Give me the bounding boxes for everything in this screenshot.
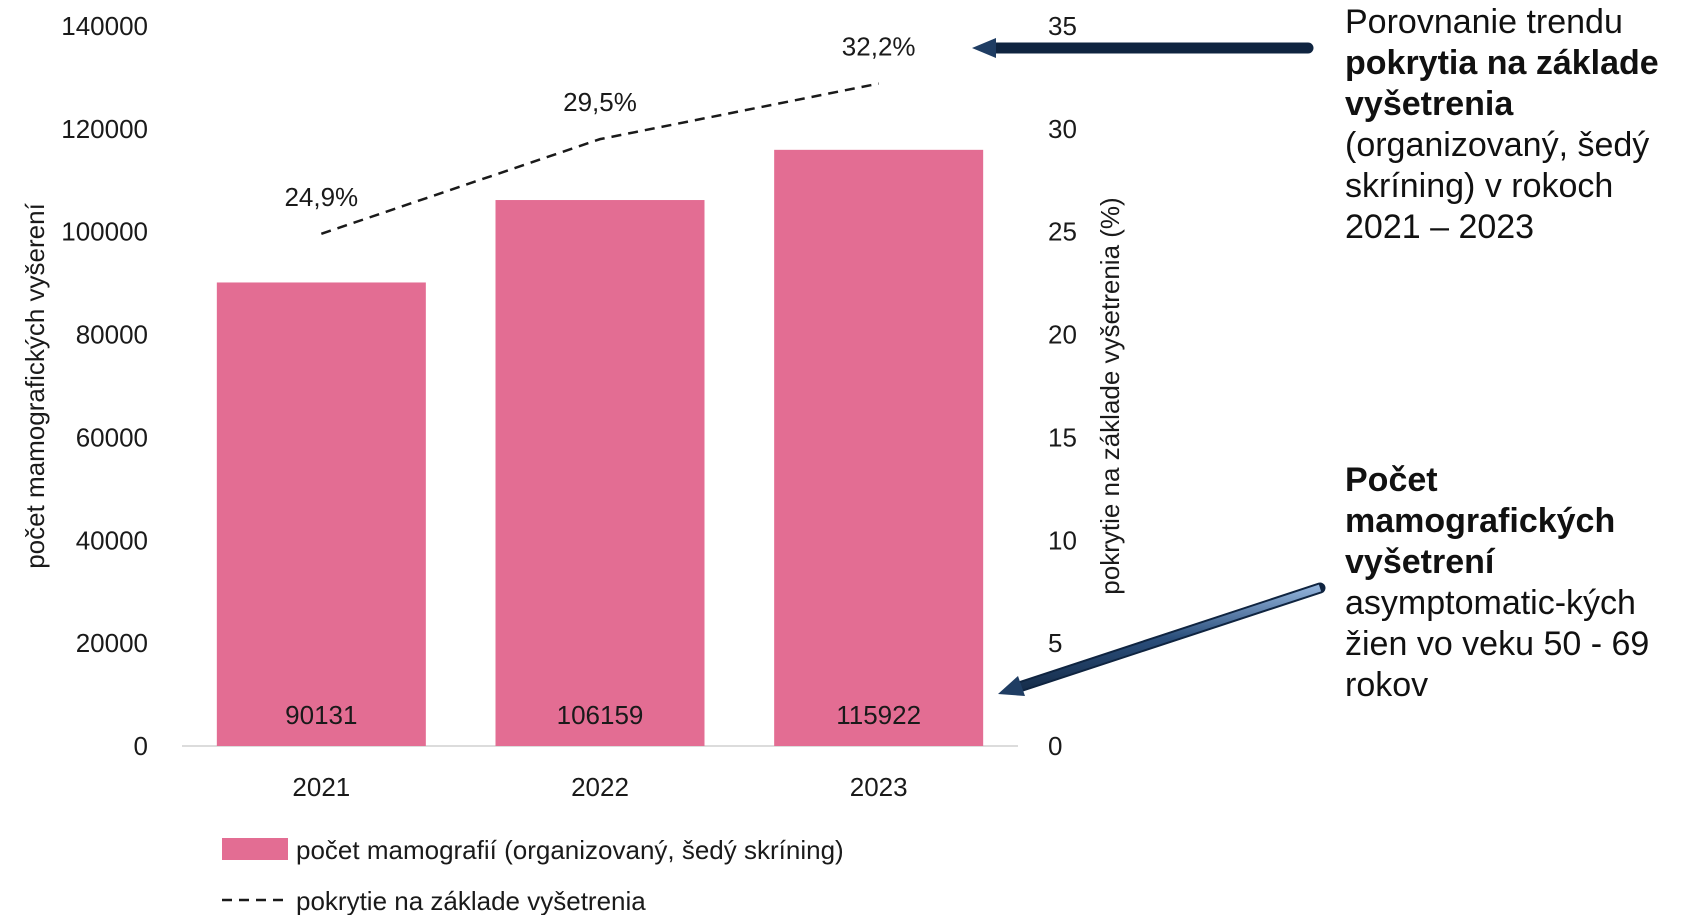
count-annotation-tail: asymptomatic-kých žien vo veku 50 - 69 r… <box>1345 584 1650 704</box>
y-tick-label: 120000 <box>61 114 148 144</box>
bar <box>216 282 426 746</box>
line-data-label: 24,9% <box>284 182 358 212</box>
coverage-annotation-tail: (organizovaný, šedý skríning) v rokoch 2… <box>1345 126 1650 246</box>
y2-tick-label: 35 <box>1048 11 1077 41</box>
y2-tick-label: 30 <box>1048 114 1077 144</box>
line-data-label: 32,2% <box>842 32 916 62</box>
y2-tick-label: 15 <box>1048 422 1077 452</box>
coverage-annotation: Porovnanie trendu pokrytia na základe vy… <box>1345 2 1690 248</box>
count-annotation-bold: Počet mamografických vyšetrení <box>1345 461 1616 581</box>
y-tick-label: 60000 <box>76 422 148 452</box>
coverage-annotation-lead: Porovnanie trendu <box>1345 3 1623 41</box>
legend-bar-label: počet mamografií (organizovaný, šedý skr… <box>296 835 844 865</box>
arrow-to-coverage-line <box>972 38 1314 58</box>
y2-tick-label: 0 <box>1048 731 1062 761</box>
x-tick-label: 2021 <box>292 772 350 802</box>
y-tick-label: 100000 <box>61 217 148 247</box>
x-tick-label: 2022 <box>571 772 629 802</box>
x-tick-label: 2023 <box>850 772 908 802</box>
y-tick-label: 0 <box>134 731 148 761</box>
legend-bar-swatch <box>222 838 288 860</box>
y2-tick-label: 25 <box>1048 217 1077 247</box>
y2-axis-title: pokrytie na základe vyšetrenia (%) <box>1095 197 1125 594</box>
legend-line-label: pokrytie na základe vyšetrenia <box>296 886 646 915</box>
y2-tick-label: 5 <box>1048 628 1062 658</box>
y-tick-label: 40000 <box>76 525 148 555</box>
y2-tick-label: 20 <box>1048 320 1077 350</box>
bar-data-label: 115922 <box>836 700 921 730</box>
bar <box>495 200 705 746</box>
bar-data-label: 90131 <box>285 700 357 730</box>
coverage-annotation-bold: pokrytia na základe vyšetrenia <box>1345 44 1659 123</box>
line-data-label: 29,5% <box>563 87 637 117</box>
y-tick-label: 140000 <box>61 11 148 41</box>
arrow-to-bars <box>998 582 1326 696</box>
bar-data-label: 106159 <box>557 700 644 730</box>
count-annotation: Počet mamografických vyšetrení asymptoma… <box>1345 460 1675 706</box>
y-tick-label: 20000 <box>76 628 148 658</box>
y2-tick-label: 10 <box>1048 525 1077 555</box>
bar <box>774 149 984 746</box>
y-tick-label: 80000 <box>76 320 148 350</box>
y-axis-title: počet mamografických vyšerení <box>20 202 50 568</box>
